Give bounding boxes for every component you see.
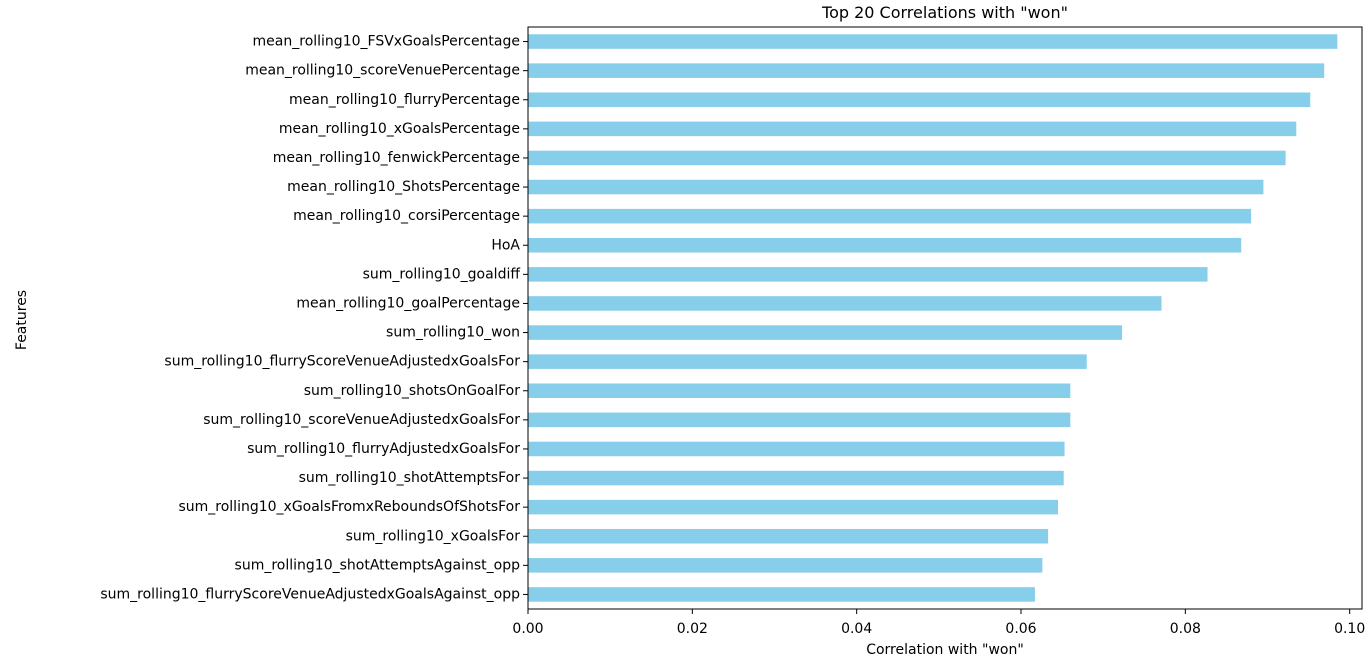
x-tick-label: 0.10 — [1334, 621, 1365, 637]
y-tick-label: mean_rolling10_flurryPercentage — [289, 92, 520, 108]
bar — [528, 587, 1035, 602]
bar — [528, 179, 1264, 195]
x-tick-label: 0.08 — [1170, 621, 1201, 637]
y-tick-label: sum_rolling10_flurryScoreVenueAdjustedxG… — [100, 586, 520, 602]
y-tick-label: sum_rolling10_goaldiff — [363, 266, 521, 282]
chart-title: Top 20 Correlations with "won" — [821, 3, 1068, 22]
y-tick-label: sum_rolling10_xGoalsFromxReboundsOfShots… — [178, 499, 520, 515]
y-tick-label: sum_rolling10_shotAttemptsFor — [299, 470, 521, 486]
bar — [528, 237, 1242, 253]
y-tick-label: sum_rolling10_scoreVenueAdjustedxGoalsFo… — [203, 412, 520, 428]
y-tick-label: HoA — [491, 237, 520, 253]
y-tick-label: mean_rolling10_FSVxGoalsPercentage — [253, 34, 520, 50]
bar — [528, 325, 1123, 340]
y-tick-label: sum_rolling10_flurryScoreVenueAdjustedxG… — [164, 354, 520, 370]
y-tick-label: mean_rolling10_corsiPercentage — [293, 208, 520, 224]
plot-frame — [527, 26, 1363, 610]
bar — [528, 412, 1071, 428]
y-tick-label: sum_rolling10_shotAttemptsAgainst_opp — [235, 557, 521, 573]
y-axis-label: Features — [14, 290, 30, 350]
x-tick-label: 0.02 — [677, 621, 708, 637]
y-axis-ticks: mean_rolling10_FSVxGoalsPercentage mean_r… — [100, 34, 528, 602]
bar — [528, 267, 1208, 282]
bars-layer — [528, 34, 1338, 602]
y-tick-label: mean_rolling10_xGoalsPercentage — [279, 121, 520, 137]
x-tick-label: 0.04 — [841, 621, 872, 637]
y-tick-label: sum_rolling10_shotsOnGoalFor — [304, 383, 520, 399]
x-tick-label: 0.00 — [512, 621, 543, 637]
bar — [528, 92, 1311, 108]
y-tick-label: mean_rolling10_scoreVenuePercentage — [245, 63, 520, 79]
bar — [528, 499, 1058, 515]
x-axis-label: Correlation with "won" — [866, 642, 1024, 658]
plot-border — [527, 26, 1363, 610]
bar — [528, 121, 1297, 137]
y-tick-label: sum_rolling10_flurryAdjustedxGoalsFor — [247, 441, 520, 457]
y-tick-label: mean_rolling10_fenwickPercentage — [273, 150, 520, 166]
bar — [528, 528, 1049, 544]
bar — [528, 296, 1162, 311]
bar — [528, 470, 1064, 486]
y-tick-label: mean_rolling10_goalPercentage — [296, 295, 520, 311]
y-tick-label: mean_rolling10_ShotsPercentage — [287, 179, 520, 195]
y-tick-label: sum_rolling10_won — [386, 325, 520, 341]
bar — [528, 558, 1043, 573]
bar — [528, 208, 1252, 224]
x-tick-label: 0.06 — [1005, 621, 1036, 637]
y-tick-label: sum_rolling10_xGoalsFor — [346, 528, 521, 544]
x-axis-ticks: 0.00 0.02 0.04 0.06 0.08 0.10 — [512, 609, 1365, 637]
bar — [528, 150, 1286, 166]
bar — [528, 34, 1338, 49]
bar — [528, 63, 1325, 78]
bar — [528, 383, 1071, 399]
bar — [528, 354, 1087, 369]
bar — [528, 441, 1065, 457]
